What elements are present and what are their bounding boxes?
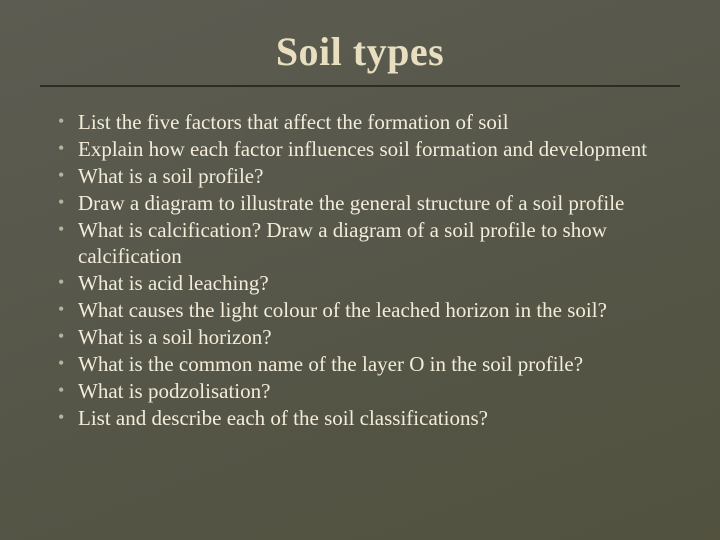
list-item: What is a soil horizon? xyxy=(64,324,674,350)
slide: Soil types List the five factors that af… xyxy=(0,0,720,540)
list-item: What is acid leaching? xyxy=(64,270,674,296)
list-item: Explain how each factor influences soil … xyxy=(64,136,674,162)
list-item: List and describe each of the soil class… xyxy=(64,405,674,431)
list-item: What is calcification? Draw a diagram of… xyxy=(64,217,674,269)
slide-content: List the five factors that affect the fo… xyxy=(40,109,680,431)
title-rule xyxy=(40,85,680,87)
list-item: What is podzolisation? xyxy=(64,378,674,404)
bullet-list: List the five factors that affect the fo… xyxy=(46,109,674,431)
list-item: What causes the light colour of the leac… xyxy=(64,297,674,323)
list-item: What is the common name of the layer O i… xyxy=(64,351,674,377)
slide-title: Soil types xyxy=(40,28,680,75)
list-item: Draw a diagram to illustrate the general… xyxy=(64,190,674,216)
list-item: What is a soil profile? xyxy=(64,163,674,189)
list-item: List the five factors that affect the fo… xyxy=(64,109,674,135)
